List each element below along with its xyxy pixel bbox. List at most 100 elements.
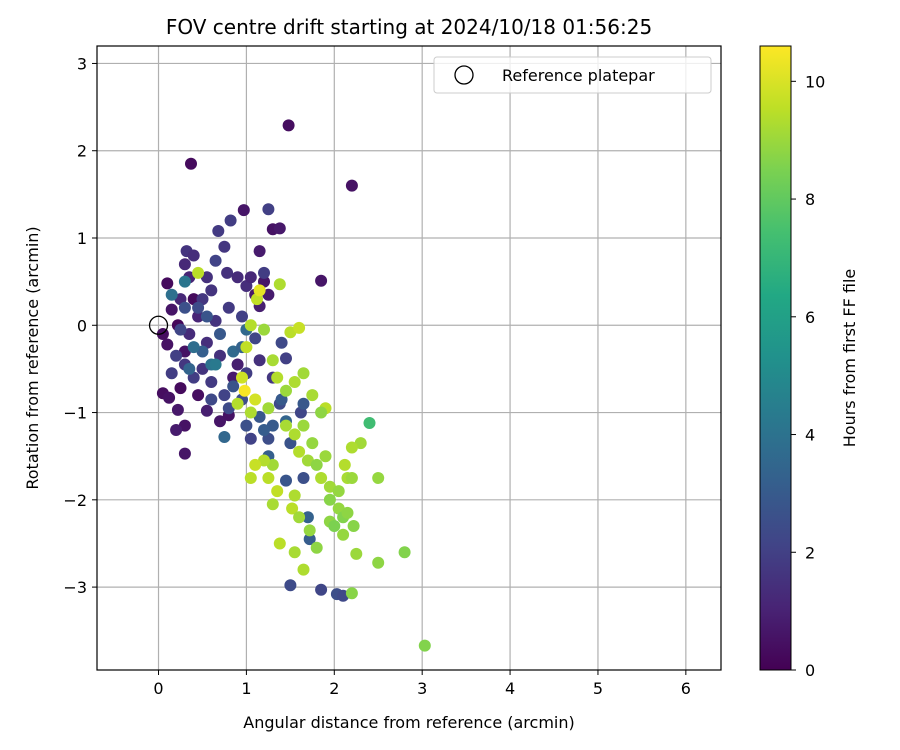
scatter-point: [347, 520, 360, 532]
colorbar-tick-label: 10: [805, 72, 825, 91]
scatter-point: [315, 406, 328, 419]
scatter-point: [163, 391, 176, 404]
scatter-point: [310, 541, 323, 554]
scatter-point: [244, 406, 257, 419]
scatter-point: [178, 301, 191, 314]
scatter-point: [253, 245, 266, 258]
scatter-point: [297, 367, 310, 380]
legend-marker: [454, 65, 474, 85]
scatter-point: [221, 266, 234, 279]
y-tick-label: 1: [77, 229, 87, 248]
scatter-point: [178, 447, 191, 460]
scatter-point: [262, 402, 275, 415]
data-points: [156, 119, 431, 652]
scatter-point: [174, 382, 187, 395]
y-tick-label: 2: [77, 142, 87, 161]
scatter-point: [418, 639, 431, 652]
colorbar-label: Hours from first FF file: [840, 269, 859, 448]
scatter-point: [218, 431, 231, 443]
scatter-point: [200, 310, 213, 323]
scatter-point: [297, 419, 310, 432]
scatter-point: [338, 458, 351, 471]
x-tick-label: 0: [153, 679, 163, 698]
colorbar-tick-label: 0: [805, 661, 815, 680]
scatter-point: [187, 341, 200, 354]
y-tick-label: −1: [63, 404, 87, 423]
scatter-point: [209, 358, 222, 371]
colorbar-tick-label: 8: [805, 190, 815, 209]
scatter-point: [244, 472, 257, 484]
scatter-point: [161, 277, 174, 290]
x-tick-label: 2: [329, 679, 339, 698]
scatter-point: [249, 393, 262, 406]
colorbar-gradient: [759, 45, 792, 671]
scatter-point: [249, 458, 262, 471]
scatter-point: [218, 240, 231, 253]
scatter-point: [185, 157, 197, 170]
scatter-point: [266, 354, 279, 367]
x-tick-label: 5: [593, 679, 603, 698]
scatter-point: [205, 393, 218, 406]
scatter-point: [192, 389, 205, 402]
scatter-point: [165, 288, 178, 301]
scatter-point: [284, 579, 297, 592]
y-tick-label: −2: [63, 491, 87, 510]
scatter-point: [244, 319, 257, 332]
scatter-point: [297, 563, 310, 576]
scatter-point: [165, 303, 178, 316]
scatter-point: [273, 278, 286, 291]
scatter-point: [297, 397, 310, 410]
reference-marker: [148, 315, 169, 335]
scatter-point: [192, 310, 205, 323]
scatter-point: [238, 384, 251, 397]
scatter-point: [310, 458, 323, 471]
scatter-point: [205, 376, 218, 388]
scatter-point: [315, 472, 328, 484]
scatter-point: [209, 254, 222, 267]
scatter-point: [222, 301, 235, 314]
y-tick-label: 3: [77, 54, 87, 73]
reference-platepar-marker: [148, 315, 169, 335]
colorbar-tick-label: 6: [805, 308, 815, 327]
scatter-point: [372, 556, 385, 569]
scatter-point: [306, 437, 319, 450]
scatter-point: [244, 432, 257, 445]
scatter-point: [345, 472, 358, 484]
scatter-point: [363, 417, 376, 429]
scatter-point: [350, 547, 363, 560]
chart-title: FOV centre drift starting at 2024/10/18 …: [166, 15, 652, 39]
scatter-point: [262, 472, 275, 484]
scatter-point: [171, 403, 184, 416]
y-axis-ticks: −3 −2 −1 0 1 2 3: [63, 54, 97, 597]
legend-box: [433, 56, 712, 94]
x-tick-label: 6: [681, 679, 691, 698]
scatter-point: [240, 341, 253, 354]
scatter-point: [227, 371, 240, 384]
scatter-point: [237, 204, 250, 217]
scatter-point: [297, 472, 310, 484]
y-axis-label: Rotation from reference (arcmin): [23, 226, 42, 489]
scatter-point: [398, 546, 411, 559]
scatter-point: [288, 428, 301, 441]
scatter-point: [341, 506, 354, 519]
scatter-point: [303, 533, 316, 546]
scatter-point: [240, 419, 253, 432]
scatter-point: [244, 271, 257, 284]
scatter-point: [165, 367, 178, 380]
scatter-point: [323, 493, 336, 506]
scatter-point: [288, 546, 301, 559]
scatter-point: [236, 371, 248, 384]
scatter-point: [192, 301, 205, 314]
scatter-point: [280, 384, 292, 397]
scatter-point: [315, 274, 328, 287]
scatter-point: [161, 338, 174, 351]
scatter-point: [280, 474, 292, 487]
scatter-point: [258, 424, 270, 436]
scatter-point: [315, 583, 328, 596]
legend-label: Reference platepar: [502, 66, 655, 85]
scatter-point: [205, 284, 218, 297]
scatter-point: [319, 450, 332, 463]
scatter-point: [288, 489, 301, 502]
scatter-point: [280, 419, 292, 432]
